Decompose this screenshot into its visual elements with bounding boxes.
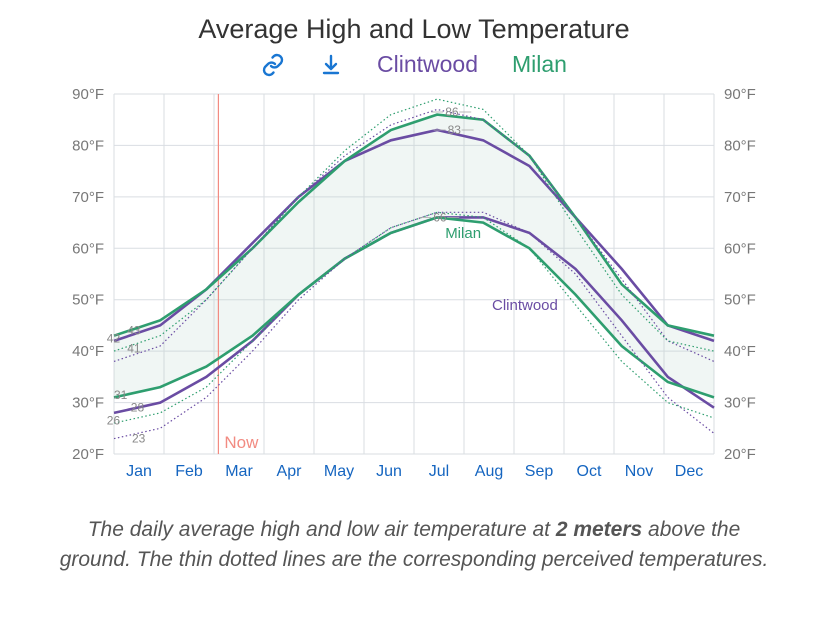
svg-text:Mar: Mar: [225, 463, 253, 480]
svg-text:Now: Now: [224, 433, 259, 452]
svg-text:Feb: Feb: [175, 463, 203, 480]
svg-text:26: 26: [107, 414, 121, 428]
svg-text:80°F: 80°F: [724, 137, 756, 154]
svg-text:90°F: 90°F: [72, 86, 104, 103]
svg-text:Clintwood: Clintwood: [492, 297, 558, 314]
svg-text:50°F: 50°F: [72, 292, 104, 309]
svg-text:66: 66: [433, 210, 447, 224]
temperature-chart: 20°F 20°F 30°F 30°F 40°F 40°F 50°F 50°F 60°F 60°F…: [34, 84, 794, 504]
svg-text:40°F: 40°F: [724, 343, 756, 360]
chart-title: Average High and Low Temperature: [0, 0, 828, 51]
svg-text:70°F: 70°F: [724, 189, 756, 206]
svg-text:43: 43: [127, 324, 141, 338]
svg-text:41: 41: [127, 342, 141, 356]
svg-text:30°F: 30°F: [724, 395, 756, 412]
svg-text:28: 28: [131, 401, 145, 415]
svg-text:42: 42: [107, 331, 121, 345]
svg-text:60°F: 60°F: [72, 240, 104, 257]
svg-text:Jul: Jul: [429, 463, 449, 480]
svg-text:Nov: Nov: [625, 463, 653, 480]
chart-caption: The daily average high and low air tempe…: [0, 509, 828, 576]
svg-text:Jun: Jun: [376, 463, 402, 480]
svg-text:Dec: Dec: [675, 463, 703, 480]
caption-bold: 2 meters: [556, 518, 642, 541]
legend-row: Clintwood Milan: [0, 51, 828, 84]
svg-text:40°F: 40°F: [72, 343, 104, 360]
svg-text:86: 86: [445, 105, 459, 119]
svg-text:23: 23: [132, 432, 146, 446]
svg-text:Apr: Apr: [277, 463, 303, 480]
svg-text:Jan: Jan: [126, 463, 152, 480]
svg-text:Milan: Milan: [445, 225, 481, 242]
svg-text:20°F: 20°F: [72, 446, 104, 463]
svg-text:Aug: Aug: [475, 463, 503, 480]
legend-item-milan[interactable]: Milan: [512, 51, 567, 78]
svg-text:Oct: Oct: [577, 463, 602, 480]
download-icon[interactable]: [319, 53, 343, 77]
svg-text:30°F: 30°F: [72, 395, 104, 412]
link-icon[interactable]: [261, 53, 285, 77]
caption-pre: The daily average high and low air tempe…: [88, 518, 556, 541]
svg-text:80°F: 80°F: [72, 137, 104, 154]
legend-item-clintwood[interactable]: Clintwood: [377, 51, 478, 78]
svg-text:Sep: Sep: [525, 463, 554, 480]
svg-text:50°F: 50°F: [724, 292, 756, 309]
svg-text:90°F: 90°F: [724, 86, 756, 103]
svg-text:70°F: 70°F: [72, 189, 104, 206]
chart-area: 20°F 20°F 30°F 30°F 40°F 40°F 50°F 50°F 60°F 60°F…: [34, 84, 794, 509]
svg-text:20°F: 20°F: [724, 446, 756, 463]
svg-text:May: May: [324, 463, 354, 480]
svg-text:31: 31: [114, 388, 128, 402]
svg-text:60°F: 60°F: [724, 240, 756, 257]
svg-text:83: 83: [448, 123, 462, 137]
